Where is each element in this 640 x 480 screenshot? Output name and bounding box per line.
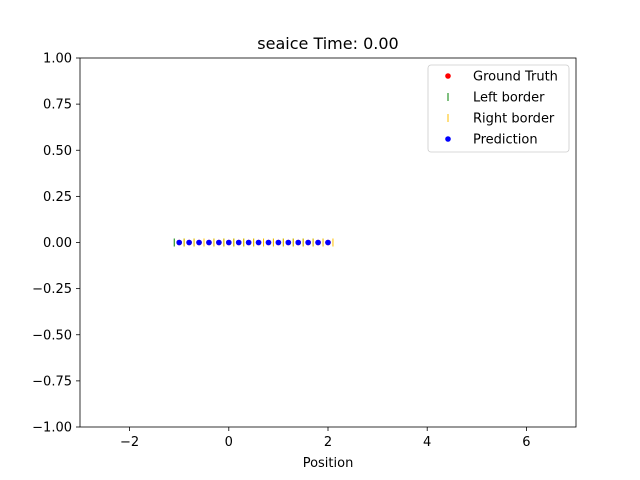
legend-marker [445, 136, 451, 142]
x-tick-label: 4 [423, 435, 431, 450]
chart-title: seaice Time: 0.00 [257, 34, 398, 53]
series-3-point [176, 239, 182, 246]
plot-area: −2 0 2 4 6 −1.00 −0.75 −0.50 −0.25 0.00 0.25 0.50 0.… [32, 52, 577, 450]
legend: Ground Truth Left border Right border Predi… [427, 64, 570, 153]
y-tick-label: −0.25 [32, 282, 72, 297]
legend-label: Right border [473, 112, 555, 127]
legend-label: Ground Truth [473, 70, 558, 85]
x-tick-label: 2 [324, 435, 332, 450]
series-3-point [186, 239, 192, 246]
axes-frame [79, 57, 577, 428]
legend-marker [445, 73, 451, 79]
series-3-point [325, 239, 331, 246]
y-tick-label: 0.50 [43, 144, 72, 159]
legend-label: Prediction [473, 133, 538, 148]
series-3-point [255, 239, 262, 246]
y-tick-label: −0.50 [32, 328, 72, 343]
series-3-point [216, 239, 222, 246]
series-3-point [285, 239, 292, 246]
series-3-point [245, 239, 252, 246]
x-tick-label: −2 [120, 435, 139, 450]
y-tick-label: 1.00 [43, 52, 72, 67]
y-tick-label: 0.00 [43, 236, 72, 251]
legend-box [427, 64, 570, 153]
series-3-point [265, 239, 272, 246]
series-3-point [196, 239, 202, 246]
series-3-point [226, 239, 232, 246]
series-3-point [315, 239, 321, 246]
series-3-point [305, 239, 311, 246]
series-3-point [275, 239, 282, 246]
y-tick-label: −0.75 [32, 374, 72, 389]
x-axis-label: Position [303, 456, 354, 471]
legend-label: Left border [473, 91, 545, 106]
x-tick-label: 6 [522, 435, 530, 450]
series-3-point [235, 239, 242, 246]
series-3-point [206, 239, 212, 246]
y-tick-label: 0.75 [43, 98, 72, 113]
series-3-point [295, 239, 302, 246]
x-tick-label: 0 [225, 435, 233, 450]
y-tick-label: −1.00 [32, 421, 72, 436]
y-tick-label: 0.25 [43, 190, 72, 205]
